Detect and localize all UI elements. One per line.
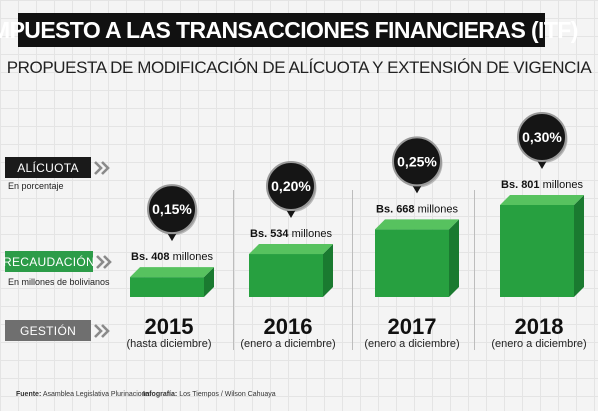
bar-value-label: Bs. 534 millones bbox=[250, 228, 332, 240]
year-label: 2017 bbox=[387, 314, 437, 339]
credit-label: Infografía: bbox=[143, 391, 178, 398]
bar-side bbox=[574, 195, 584, 297]
alicuota-row-label: ALÍCUOTA bbox=[5, 157, 111, 178]
year-label: 2018 bbox=[514, 314, 564, 339]
bar-value-label: Bs. 801 millones bbox=[501, 179, 583, 191]
bar bbox=[375, 229, 449, 297]
rate-label: 0,20% bbox=[271, 178, 311, 194]
source-label: Fuente: bbox=[16, 391, 42, 398]
bar bbox=[500, 205, 574, 297]
period-label: (enero a diciembre) bbox=[240, 338, 336, 350]
credit-text: Los Tiempos / Wilson Cahuaya bbox=[179, 391, 276, 398]
source-text: Asamblea Legislativa Plurinacional bbox=[42, 391, 152, 398]
column-divider bbox=[233, 190, 234, 350]
credit-note: Infografía: Los Tiempos / Wilson Cahuaya bbox=[143, 391, 276, 398]
gestion-tag: GESTIÓN bbox=[5, 320, 91, 341]
bar-value-label: Bs. 408 millones bbox=[131, 251, 213, 263]
rate-label: 0,30% bbox=[522, 129, 562, 145]
bar bbox=[130, 277, 204, 297]
recaudacion-tag: RECAUDACIÓN bbox=[3, 251, 95, 272]
column-divider bbox=[352, 190, 353, 350]
bar-side bbox=[323, 244, 333, 297]
double-chevron-right-icon bbox=[94, 323, 110, 338]
rate-bubble bbox=[147, 184, 197, 235]
bar-value-label: Bs. 668 millones bbox=[376, 203, 458, 215]
period-label: (enero a diciembre) bbox=[491, 338, 587, 350]
source-note: Fuente: Asamblea Legislativa Plurinacion… bbox=[16, 391, 151, 398]
bar bbox=[249, 254, 323, 297]
rate-label: 0,25% bbox=[397, 153, 437, 169]
rate-label: 0,15% bbox=[152, 201, 192, 217]
bar-top bbox=[375, 219, 459, 230]
recaudacion-row-sub: En millones de bolivianos bbox=[8, 277, 110, 287]
alicuota-row-sub: En porcentaje bbox=[8, 181, 64, 191]
year-label: 2016 bbox=[263, 314, 313, 339]
rate-bubble bbox=[266, 161, 316, 212]
page-title: IMPUESTO A LAS TRANSACCIONES FINANCIERAS… bbox=[0, 13, 578, 47]
rate-bubble bbox=[392, 136, 442, 187]
page-subtitle: PROPUESTA DE MODIFICACIÓN DE ALÍCUOTA Y … bbox=[6, 58, 592, 77]
period-label: (hasta diciembre) bbox=[126, 338, 212, 350]
period-label: (enero a diciembre) bbox=[364, 338, 460, 350]
bar-side bbox=[449, 219, 459, 297]
double-chevron-right-icon bbox=[96, 254, 112, 269]
column-divider bbox=[474, 190, 475, 350]
bar-side bbox=[204, 267, 214, 297]
title-text: IMPUESTO A LAS TRANSACCIONES FINANCIERAS… bbox=[0, 16, 578, 43]
year-label: 2015 bbox=[144, 314, 194, 339]
alicuota-tag: ALÍCUOTA bbox=[5, 157, 91, 178]
gestion-row-label: GESTIÓN bbox=[5, 320, 111, 341]
bar-top bbox=[500, 195, 584, 205]
recaudacion-row-label: RECAUDACIÓN bbox=[3, 251, 113, 272]
rate-bubble bbox=[517, 112, 567, 162]
bar-top bbox=[130, 267, 214, 278]
bar-top bbox=[249, 244, 333, 255]
double-chevron-right-icon bbox=[94, 160, 110, 175]
